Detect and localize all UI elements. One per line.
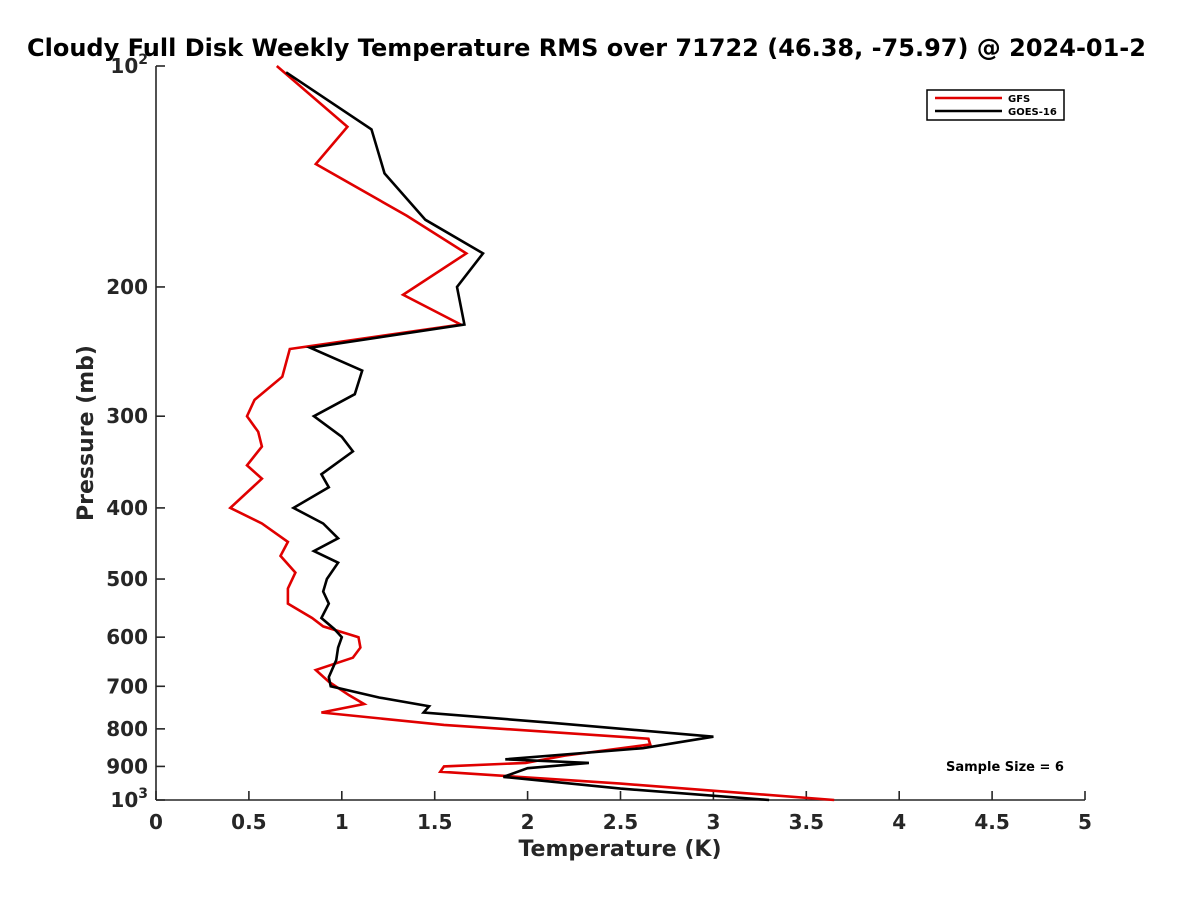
y-tick-label: 102 [110, 52, 148, 78]
x-tick-label: 2 [521, 810, 535, 834]
x-tick-label: 3.5 [789, 810, 824, 834]
y-tick-label: 900 [106, 754, 148, 778]
sample-size-annotation: Sample Size = 6 [946, 760, 1064, 775]
x-axis-label: Temperature (K) [518, 837, 721, 862]
y-tick-label: 103 [110, 786, 148, 812]
x-tick-label: 3 [706, 810, 720, 834]
x-ticks: 0 0.5 1 1.5 2 2.5 3 3.5 4 4.5 5 [149, 791, 1092, 834]
y-tick-label: 400 [106, 496, 148, 520]
x-tick-label: 1.5 [417, 810, 452, 834]
y-tick-label: 800 [106, 717, 148, 741]
y-axis-label: Pressure (mb) [74, 345, 99, 521]
y-tick-label: 600 [106, 625, 148, 649]
y-tick-label: 200 [106, 275, 148, 299]
series-line-goes16 [285, 71, 770, 802]
legend-label-goes16: GOES-16 [1008, 107, 1057, 118]
x-tick-label: 5 [1078, 810, 1092, 834]
series-layer [228, 65, 835, 802]
chart-title: Cloudy Full Disk Weekly Temperature RMS … [27, 34, 1146, 62]
y-tick-label: 500 [106, 567, 148, 591]
x-tick-label: 1 [335, 810, 349, 834]
series-line-gfs [228, 65, 835, 802]
y-tick-label: 300 [106, 404, 148, 428]
y-ticks: 102 200 300 400 500 600 700 800 900 103 [106, 52, 165, 812]
y-tick-label: 700 [106, 674, 148, 698]
x-tick-label: 0.5 [231, 810, 266, 834]
x-tick-label: 4 [892, 810, 906, 834]
x-tick-label: 4.5 [974, 810, 1009, 834]
legend-box [926, 89, 1065, 121]
legend: GFS GOES-16 [926, 89, 1065, 121]
legend-label-gfs: GFS [1008, 94, 1030, 105]
x-tick-label: 2.5 [603, 810, 638, 834]
x-tick-label: 0 [149, 810, 163, 834]
